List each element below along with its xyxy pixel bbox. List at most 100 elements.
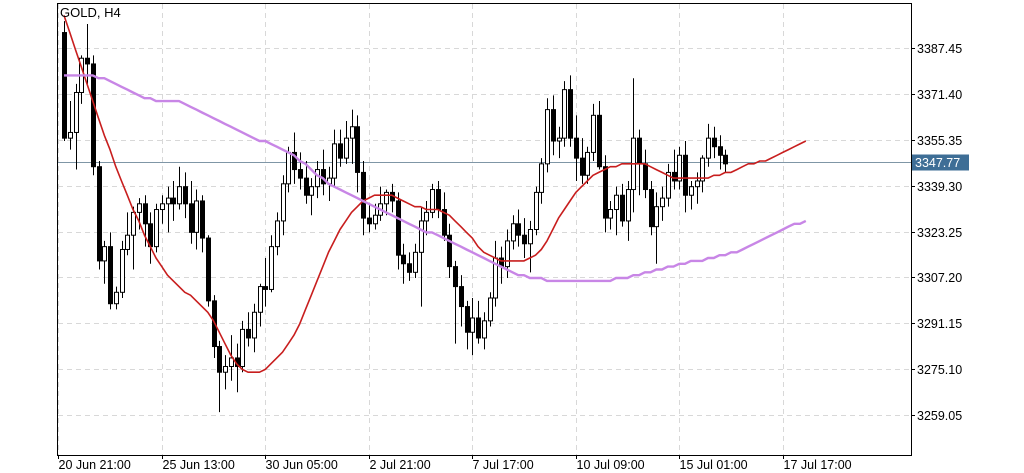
candle-body-bullish	[430, 189, 435, 213]
time-tick-label: 7 Jul 17:00	[473, 458, 534, 472]
candle-body-bearish	[401, 254, 406, 265]
candle-body-bearish	[246, 328, 251, 339]
candle-body-bullish	[706, 137, 711, 159]
candle-body-bearish	[367, 217, 372, 225]
candle-body-bullish	[120, 248, 125, 293]
time-tick-label: 17 Jul 17:00	[784, 458, 852, 472]
candle-body-bullish	[315, 169, 320, 188]
moving-average-fast	[63, 15, 807, 374]
candle-body-bearish	[465, 306, 470, 333]
candle-body-bullish	[614, 194, 619, 211]
candle-body-bullish	[269, 246, 274, 290]
time-axis: 20 Jun 21:00 25 Jun 13:00 30 Jun 05:00 2 Ju…	[58, 455, 852, 472]
candle-body-bearish	[407, 263, 412, 273]
candle-body-bearish	[355, 126, 360, 173]
candle-body-bullish	[591, 114, 596, 153]
candle-body-bearish	[396, 200, 401, 256]
candle-body-bearish	[298, 169, 303, 179]
candle-body-bearish	[97, 166, 102, 262]
candle-body-bearish	[723, 154, 728, 165]
candle-body-bullish	[539, 163, 544, 193]
candle-body-bullish	[160, 203, 165, 211]
price-tick-label: 3387.45	[917, 42, 962, 56]
candle-body-bearish	[206, 237, 211, 302]
candle-body-bearish	[718, 146, 723, 156]
candle-body-bearish	[447, 234, 452, 268]
candle-body-bearish	[637, 137, 642, 165]
candle-body-bullish	[488, 297, 493, 322]
candlesticks	[62, 21, 728, 413]
candle-body-bullish	[309, 186, 314, 196]
candle-body-bullish	[626, 189, 631, 222]
candle-body-bullish	[137, 203, 142, 213]
candle-body-bullish	[608, 209, 613, 219]
candle-body-bullish	[660, 197, 665, 208]
chart-title: GOLD, H4	[60, 5, 121, 20]
candle-body-bearish	[580, 157, 585, 176]
candle-body-bullish	[350, 126, 355, 139]
candle-body-bearish	[620, 194, 625, 222]
moving-averages	[63, 15, 807, 374]
candle-body-bearish	[361, 171, 366, 219]
candle-body-bullish	[700, 157, 705, 182]
candle-body-bearish	[62, 32, 67, 139]
candle-body-bullish	[102, 246, 107, 262]
price-tick-label: 3323.25	[917, 226, 962, 240]
candle-body-bullish	[557, 137, 562, 142]
candle-body-bullish	[223, 366, 228, 373]
candle-body-bearish	[459, 286, 464, 308]
candle-body-bullish	[131, 211, 136, 236]
price-tick-label: 3355.35	[917, 134, 962, 148]
candle-body-bullish	[258, 286, 263, 313]
candle-body-bearish	[338, 143, 343, 159]
current-price-label: 3347.77	[915, 156, 960, 170]
price-tick-label: 3259.05	[917, 409, 962, 423]
candle-body-bearish	[453, 266, 458, 288]
candle-body-bearish	[292, 151, 297, 171]
candle-body-bearish	[551, 109, 556, 142]
candle-body-bullish	[677, 154, 682, 182]
candle-body-bullish	[166, 197, 171, 205]
candle-body-bearish	[476, 317, 481, 339]
candle-body-bearish	[574, 137, 579, 159]
candle-body-bullish	[413, 251, 418, 273]
candle-body-bearish	[516, 223, 521, 236]
candle-body-bearish	[597, 114, 602, 168]
candle-body-bearish	[304, 177, 309, 196]
candle-body-bullish	[424, 211, 429, 222]
candle-body-bullish	[373, 214, 378, 225]
candle-body-bullish	[545, 109, 550, 165]
candle-body-bullish	[534, 191, 539, 231]
candle-body-bearish	[672, 171, 677, 182]
price-tick-label: 3275.10	[917, 363, 962, 377]
candle-body-bullish	[229, 357, 234, 368]
price-tick-label: 3291.15	[917, 317, 962, 331]
candle-body-bullish	[154, 209, 159, 248]
candle-body-bearish	[683, 154, 688, 196]
candle-body-bearish	[442, 209, 447, 236]
candle-body-bullish	[689, 186, 694, 196]
current-price-label-group: 3347.77	[912, 154, 969, 171]
price-tick-label: 3339.30	[917, 180, 962, 194]
candle-body-bearish	[91, 63, 96, 168]
candle-body-bullish	[482, 320, 487, 339]
candle-body-bearish	[263, 286, 268, 290]
price-tick-label: 3371.40	[917, 88, 962, 102]
candle-body-bullish	[384, 191, 389, 205]
candle-body-bearish	[183, 186, 188, 205]
candle-body-bearish	[143, 203, 148, 225]
time-tick-label: 2 Jul 21:00	[370, 458, 431, 472]
candle-body-bearish	[108, 246, 113, 305]
candle-body-bearish	[171, 197, 176, 205]
candle-body-bullish	[114, 291, 119, 305]
candle-body-bearish	[643, 163, 648, 191]
candle-body-bullish	[74, 91, 79, 133]
candle-body-bearish	[189, 203, 194, 233]
candle-body-bearish	[712, 137, 717, 148]
candle-body-bearish	[436, 189, 441, 211]
plot-frame	[57, 3, 912, 456]
time-tick-label: 30 Jun 05:00	[266, 458, 338, 472]
current-price-label-bg	[912, 154, 969, 171]
candle-body-bullish	[344, 137, 349, 159]
